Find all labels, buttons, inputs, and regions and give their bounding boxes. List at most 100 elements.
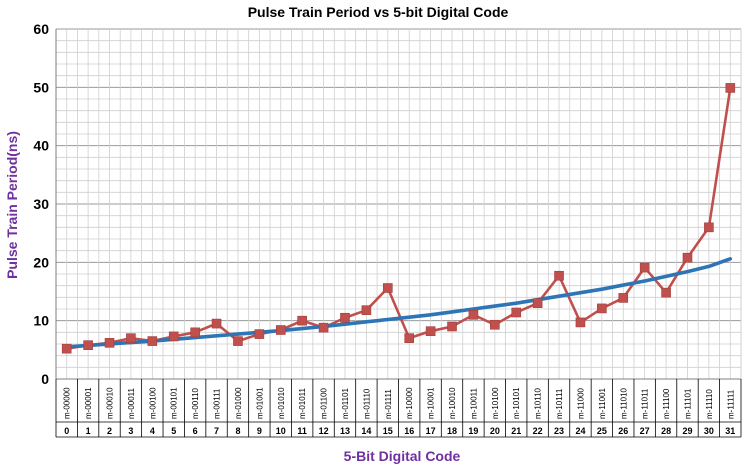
x-code-label: m-10101 <box>512 387 521 419</box>
x-code-label: m-10011 <box>469 387 478 419</box>
data-point-marker <box>532 298 543 308</box>
x-index-label: 31 <box>725 426 735 436</box>
x-code-label: m-10110 <box>534 387 543 419</box>
x-code-label: m-00100 <box>148 387 157 419</box>
y-tick-label: 40 <box>33 138 49 154</box>
x-category-table: m-00000 m-00001 m-00010 m-00011 m-00100 m-001… <box>55 379 742 438</box>
data-point-marker <box>704 222 714 233</box>
x-code-label: m-11001 <box>598 387 607 419</box>
x-index-label: 5 <box>171 426 176 436</box>
data-point-marker <box>126 333 136 343</box>
y-axis-label: Pulse Train Period(ns) <box>4 131 20 279</box>
x-code-label: m-01011 <box>298 387 307 419</box>
x-code-label: m-00011 <box>127 387 136 419</box>
data-point-marker <box>618 293 629 303</box>
x-index-label: 6 <box>193 426 198 436</box>
y-tick-label: 50 <box>33 79 49 95</box>
data-point-marker <box>725 83 736 93</box>
x-index-label: 12 <box>319 426 329 436</box>
x-index-label: 14 <box>361 426 371 436</box>
y-tick-label: 60 <box>33 21 49 37</box>
x-code-label: m-10000 <box>405 387 414 419</box>
series-layer <box>61 83 736 354</box>
x-code-label: m-10100 <box>491 387 500 419</box>
x-code-label: m-01010 <box>277 387 286 419</box>
x-code-label: m-11010 <box>619 387 628 419</box>
x-index-label: 21 <box>511 426 521 436</box>
x-index-label: 15 <box>383 426 393 436</box>
chart-title: Pulse Train Period vs 5-bit Digital Code <box>248 4 509 20</box>
x-index-label: 30 <box>704 426 714 436</box>
x-index-label: 28 <box>661 426 671 436</box>
x-index-label: 23 <box>554 426 564 436</box>
x-index-label: 27 <box>640 426 650 436</box>
x-index-label: 25 <box>597 426 607 436</box>
data-point-marker <box>61 343 72 354</box>
data-point-marker <box>639 262 650 273</box>
data-point-marker <box>361 305 372 315</box>
x-code-label: m-10001 <box>427 387 436 419</box>
x-code-label: m-11100 <box>662 388 671 419</box>
x-index-label: 9 <box>257 426 262 436</box>
data-point-marker <box>83 340 93 350</box>
x-index-label: 22 <box>533 426 543 436</box>
x-index-label: 8 <box>235 426 240 436</box>
data-point-marker <box>297 315 307 326</box>
x-index-label: 1 <box>86 426 91 436</box>
x-code-label: m-11111 <box>726 389 735 419</box>
data-point-marker <box>554 270 564 281</box>
y-tick-labels: 0 10 20 30 40 50 60 <box>33 21 49 387</box>
x-code-label: m-00001 <box>84 387 93 419</box>
x-index-label: 10 <box>276 426 286 436</box>
y-tick-label: 20 <box>33 254 49 270</box>
data-point-marker <box>682 252 693 263</box>
x-index-label: 11 <box>297 426 307 436</box>
data-point-marker <box>425 326 436 336</box>
data-point-marker <box>211 318 222 329</box>
data-point-marker <box>404 333 415 343</box>
data-point-marker <box>575 317 586 328</box>
data-point-marker <box>233 336 243 346</box>
data-point-marker <box>168 331 179 342</box>
x-code-label: m-10111 <box>555 388 564 419</box>
data-point-marker <box>468 310 479 320</box>
data-point-marker <box>490 319 500 330</box>
x-code-label: m-11000 <box>576 387 585 419</box>
data-point-marker <box>511 307 522 318</box>
x-code-label: m-01110 <box>362 388 371 419</box>
x-code-label: m-01100 <box>320 387 329 419</box>
y-tick-label: 0 <box>41 371 49 387</box>
data-point-marker <box>597 303 607 314</box>
data-point-marker <box>147 336 158 346</box>
x-index-label: 18 <box>447 426 457 436</box>
x-index-label: 16 <box>404 426 414 436</box>
x-index-label: 19 <box>468 426 478 436</box>
x-index-label: 20 <box>490 426 500 436</box>
x-index-label: 0 <box>64 426 69 436</box>
data-point-marker <box>661 287 671 298</box>
x-code-label: m-00110 <box>191 387 200 419</box>
data-point-marker <box>447 321 457 332</box>
x-code-label: m-01001 <box>255 387 264 419</box>
grid <box>55 28 742 380</box>
data-point-marker <box>254 329 265 339</box>
data-point-marker <box>104 338 115 348</box>
x-index-label: 13 <box>340 426 350 436</box>
x-index-label: 29 <box>682 426 692 436</box>
x-code-label: m-00010 <box>106 387 115 419</box>
x-code-label: m-11110 <box>705 389 714 419</box>
x-index-label: 3 <box>128 426 133 436</box>
data-point-marker <box>190 327 200 338</box>
x-index-label: 4 <box>150 426 155 436</box>
x-axis-label: 5-Bit Digital Code <box>344 448 461 464</box>
x-index-label: 7 <box>214 426 219 436</box>
y-tick-label: 30 <box>33 196 49 212</box>
x-index-label: 17 <box>426 426 436 436</box>
y-tick-label: 10 <box>33 313 49 329</box>
data-point-marker <box>318 322 329 333</box>
x-code-label: m-10010 <box>448 387 457 419</box>
x-code-label: m-00101 <box>170 387 179 419</box>
x-code-label: m-01111 <box>384 389 393 419</box>
x-code-label: m-01000 <box>234 387 243 419</box>
